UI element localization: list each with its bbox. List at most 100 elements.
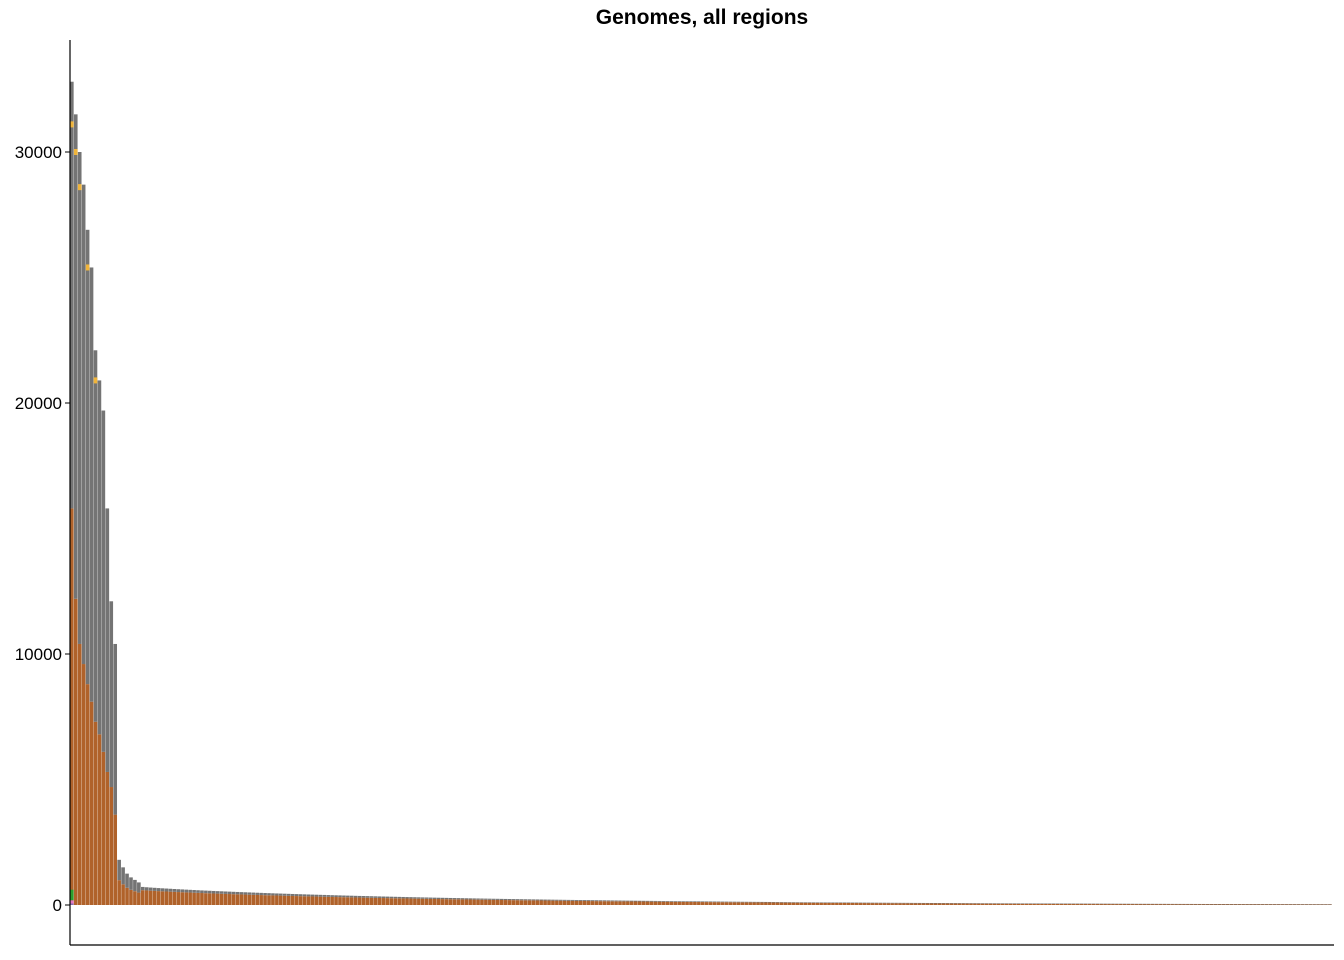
bar-segment-gray — [1063, 903, 1068, 905]
bar-segment-brown — [464, 899, 469, 905]
bar-segment-gray — [109, 601, 114, 788]
bar-segment-gray — [878, 902, 883, 904]
bar-segment-gray — [70, 81, 74, 509]
bar-segment-brown — [117, 880, 121, 905]
bar-segment-gray — [444, 897, 449, 900]
bar-segment-gray — [113, 643, 118, 815]
bar-segment-brown — [1221, 904, 1226, 905]
bar-segment-gray — [476, 898, 480, 900]
bar-segment-gray — [1217, 904, 1222, 905]
bar-segment-gray — [85, 229, 90, 685]
bar-segment-gray — [389, 896, 394, 899]
bar-segment-gray — [1268, 904, 1273, 905]
bar-segment-gray — [992, 903, 997, 904]
bar-segment-brown — [752, 902, 756, 905]
bar-segment-gray — [1272, 904, 1277, 905]
bar-segment-brown — [1126, 903, 1131, 905]
bar-segment-brown — [594, 901, 599, 905]
bar-segment-brown — [768, 902, 772, 905]
bar-segment-gray — [1201, 903, 1206, 905]
bar-segment-brown — [322, 896, 327, 905]
bar-segment-brown — [1217, 904, 1222, 905]
bar-segment-gray — [1261, 904, 1265, 905]
bar-segment-gray — [866, 902, 871, 904]
bar-segment-brown — [677, 901, 681, 905]
bar-segment-gray — [259, 892, 263, 896]
bar-segment-gray — [353, 895, 358, 898]
bar-segment-gray — [937, 903, 942, 904]
bar-segment-brown — [898, 903, 902, 905]
bar-segment-gray — [779, 902, 784, 903]
bar-segment-gray — [1178, 903, 1182, 905]
bar-segment-brown — [129, 889, 133, 905]
bar-segment-brown — [204, 893, 208, 905]
bar-segment-brown — [397, 898, 401, 905]
bar-segment-gray — [661, 901, 666, 902]
bar-segment-gray — [531, 899, 536, 901]
bar-segment-gray — [929, 903, 934, 904]
bar-segment-gray — [1036, 903, 1040, 904]
bar-segment-brown — [748, 902, 752, 905]
bar-segment-brown — [973, 903, 977, 905]
bar-segment-gray — [1028, 903, 1032, 904]
bar-segment-brown — [294, 896, 299, 905]
bar-segment-gray — [913, 902, 918, 904]
bar-segment-gray — [121, 867, 125, 885]
bar-segment-brown — [586, 901, 591, 905]
bar-segment-gray — [831, 902, 835, 903]
bar-segment-brown — [424, 898, 429, 905]
bar-segment-brown — [113, 814, 118, 905]
bar-segment-brown — [1055, 903, 1060, 905]
bar-segment-brown — [910, 903, 914, 905]
bar-segment-brown — [164, 891, 169, 905]
bar-segment-gray — [1000, 903, 1005, 904]
bar-segment-gray — [1051, 903, 1056, 905]
bar-segment-gray — [424, 897, 429, 899]
bar-segment-brown — [1063, 903, 1068, 905]
bar-segment-gray — [708, 901, 713, 903]
bar-segment-gray — [117, 859, 121, 881]
bar-segment-brown — [1213, 904, 1218, 905]
bar-segment-gray — [472, 898, 476, 900]
bar-segment-brown — [1225, 904, 1230, 905]
bar-segment-gray — [736, 901, 741, 903]
bar-segment-gray — [1190, 903, 1194, 905]
bar-segment-brown — [499, 899, 504, 905]
bar-segment-brown — [1040, 903, 1044, 905]
bar-segment-brown — [535, 900, 539, 905]
bar-segment-gray — [1170, 903, 1174, 905]
bar-segment-brown — [144, 890, 149, 905]
bar-segment-gray — [507, 899, 512, 901]
bar-segment-gray — [125, 873, 129, 888]
bar-segment-gray — [1292, 904, 1297, 905]
bar-segment-brown — [724, 902, 729, 905]
bar-segment-gray — [1284, 904, 1289, 905]
bar-segment-gray — [1107, 903, 1111, 905]
bar-segment-brown — [243, 894, 248, 905]
bar-segment-gray — [456, 898, 461, 900]
bar-segment-gray — [326, 895, 330, 897]
bar-segment-brown — [1067, 903, 1072, 905]
bar-segment-brown — [614, 901, 618, 905]
bar-segment-gray — [874, 902, 879, 904]
bar-segment-gray — [511, 899, 516, 901]
bar-segment-gray — [101, 410, 106, 752]
bar-segment-brown — [1197, 904, 1202, 905]
bar-segment-gray — [846, 902, 851, 904]
bar-segment-brown — [401, 898, 405, 905]
bar-segment-brown — [350, 897, 354, 905]
bar-segment-gray — [539, 899, 543, 901]
bar-segment-gray — [318, 894, 323, 897]
bar-segment-brown — [547, 900, 551, 905]
bar-segment-brown — [1122, 903, 1127, 905]
bar-segment-gray — [247, 892, 252, 895]
bar-segment-brown — [1134, 904, 1139, 905]
bar-segment-brown — [882, 903, 887, 905]
bar-segment-gray — [551, 899, 555, 901]
bar-segment-brown — [1146, 904, 1151, 905]
bar-segment-brown — [436, 899, 441, 905]
bar-segment-brown — [282, 895, 287, 905]
bar-segment-gray — [1154, 903, 1159, 905]
bar-segment-gray — [1032, 903, 1036, 904]
bar-segment-brown — [279, 895, 283, 905]
